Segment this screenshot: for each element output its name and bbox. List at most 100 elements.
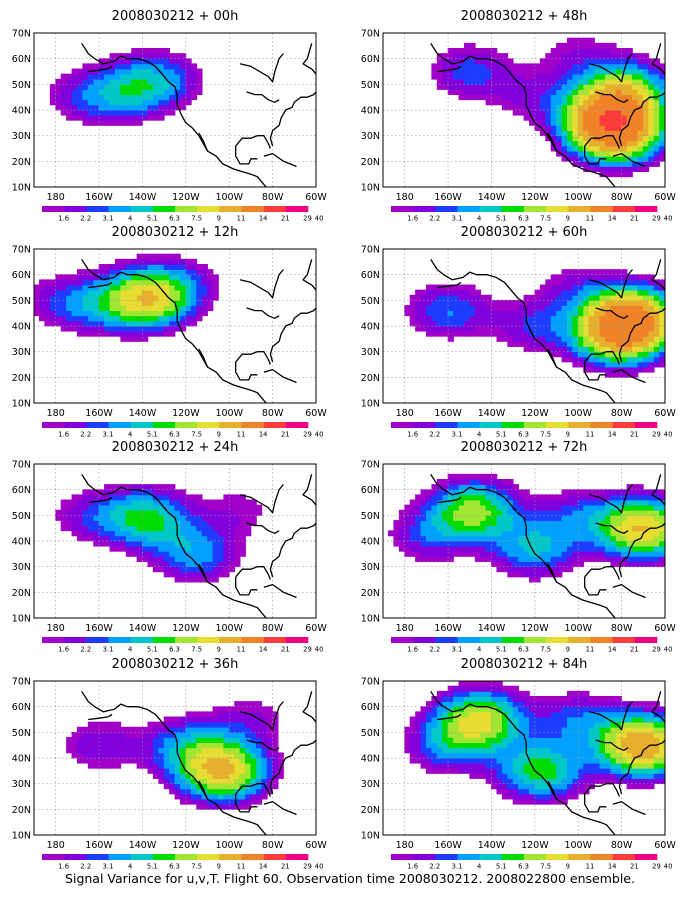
field-cell [120,525,127,532]
field-cell [136,315,143,322]
field-cell [626,274,633,281]
field-cell [604,155,612,162]
field-cell [120,289,127,296]
field-cell [180,494,187,501]
field-cell [501,757,509,764]
field-cell [409,305,416,311]
field-cell [425,726,433,733]
field-cell [447,310,454,317]
lat-tick-label: 50N [361,511,380,522]
field-cell [196,68,203,75]
field-cell [190,299,198,306]
field-cell [55,284,62,291]
field-cell [626,489,633,496]
field-cell [512,731,519,738]
lon-tick-label: 120W [521,192,549,203]
field-cell [201,711,208,718]
field-cell [561,566,568,573]
field-cell [223,773,230,779]
field-cell [71,284,78,291]
field-cell [545,315,552,322]
field-cell [261,757,268,764]
field-cell [496,73,503,80]
field-cell [136,78,143,85]
field-cell [642,773,650,779]
field-cell [420,737,427,743]
field-cell [556,284,563,291]
field-cell [653,341,660,347]
field-cell [523,341,530,347]
field-cell [245,803,252,810]
field-cell [599,63,606,70]
field-cell [207,762,214,769]
field-cell [615,310,623,317]
field-cell [44,289,51,296]
colorbar-swatch [501,206,525,212]
field-cell [637,130,644,137]
field-cell [594,114,601,121]
field-cell [458,294,465,301]
field-cell [648,155,655,162]
field-cell [621,335,628,342]
field-cell [583,145,590,152]
field-cell [594,78,601,85]
field-cell [120,757,127,764]
coastline [246,522,280,534]
field-cell [485,473,492,480]
field-cell [588,509,595,516]
field-cell [566,305,574,311]
field-cell [507,716,514,723]
field-cell [469,42,476,49]
field-cell [207,514,214,521]
field-cell [163,78,170,85]
field-cell [234,773,241,779]
field-cell [615,104,623,111]
field-cell [648,130,655,137]
field-cell [66,78,73,85]
field-cell [169,514,176,521]
field-cell [415,530,422,537]
field-cell [109,320,116,327]
field-cell [642,89,650,95]
field-cell [539,737,547,743]
field-cell [599,773,606,779]
field-cell [239,525,246,532]
field-cell [556,305,563,311]
field-cell [501,479,509,485]
field-cell [599,499,606,506]
field-cell [561,99,568,106]
field-cell [234,550,241,557]
field-cell [496,721,503,728]
field-cell [120,73,127,80]
field-cell [393,535,400,542]
field-cell [599,520,606,526]
field-cell [447,556,454,562]
field-cell [163,499,170,506]
field-cell [653,73,660,80]
field-cell [469,48,476,54]
field-cell [561,78,568,85]
field-cell [615,130,623,137]
field-cell [152,566,160,573]
field-cell [104,530,111,537]
field-cell [501,737,509,743]
field-cell [463,289,471,296]
field-cell [152,726,160,733]
field-cell [637,504,644,511]
field-cell [632,341,639,347]
field-cell [621,361,628,368]
field-cell [82,489,89,496]
field-cell [442,299,449,306]
field-cell [491,315,498,322]
field-cell [420,305,427,311]
field-cell [485,752,492,759]
field-cell [648,762,655,769]
field-cell [496,63,503,70]
field-cell [588,68,595,75]
field-cell [648,721,655,728]
field-cell [158,63,165,70]
field-cell [561,489,568,496]
field-cell [594,550,601,557]
field-cell [577,155,585,162]
field-cell [463,310,471,317]
